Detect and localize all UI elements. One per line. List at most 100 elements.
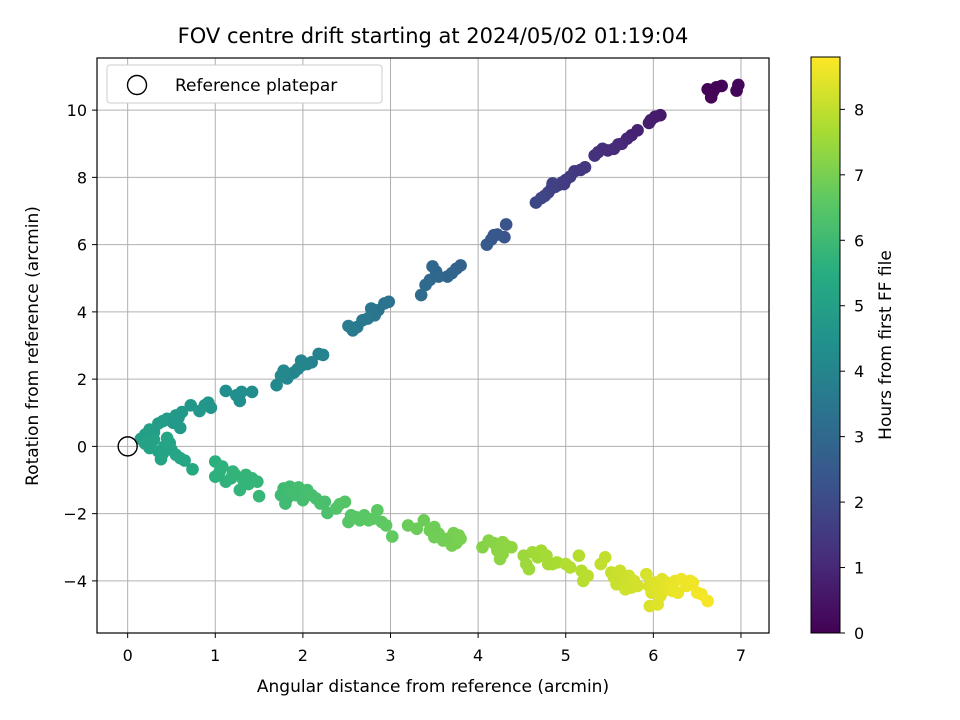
y-tick-label: −4 xyxy=(63,572,87,591)
data-point xyxy=(270,378,283,392)
y-tick-label: 6 xyxy=(77,236,87,255)
data-point xyxy=(417,514,431,527)
data-point xyxy=(505,540,518,554)
data-point xyxy=(156,447,170,461)
data-point xyxy=(279,497,292,510)
colorbar-ticks: 0 1 2 3 4 5 6 7 8 xyxy=(840,100,864,643)
y-tick-label: −2 xyxy=(63,505,87,524)
data-point xyxy=(581,569,594,583)
data-point xyxy=(219,384,233,398)
data-point xyxy=(588,149,601,162)
data-point xyxy=(312,347,325,361)
data-point xyxy=(410,522,424,536)
data-point xyxy=(215,460,229,473)
colorbar-tick-label: 2 xyxy=(854,493,864,512)
data-point xyxy=(338,495,352,509)
legend-box xyxy=(106,64,383,104)
y-tick-label: 2 xyxy=(77,370,87,389)
x-axis-ticks: 0 1 2 3 4 5 6 7 xyxy=(123,633,746,665)
colorbar-tick-label: 6 xyxy=(854,231,864,250)
legend-label: Reference platepar xyxy=(175,76,337,96)
data-point xyxy=(419,278,432,292)
y-tick-label: 8 xyxy=(77,168,87,187)
x-tick-label: 0 xyxy=(123,646,133,665)
data-point xyxy=(318,495,332,509)
data-point xyxy=(701,594,714,608)
data-point xyxy=(454,532,467,546)
colorbar-tick-label: 5 xyxy=(854,297,864,316)
data-point xyxy=(245,385,259,399)
x-tick-label: 4 xyxy=(473,646,483,665)
reference-marker-layer xyxy=(117,436,138,457)
legend-marker-icon xyxy=(126,74,148,96)
y-tick-label: 10 xyxy=(67,101,87,120)
x-tick-label: 2 xyxy=(298,646,308,665)
chart-title: FOV centre drift starting at 2024/05/02 … xyxy=(178,24,689,48)
colorbar-tick-label: 8 xyxy=(854,100,864,119)
data-point xyxy=(631,579,644,593)
data-point xyxy=(428,520,441,534)
data-point xyxy=(364,302,378,315)
data-point xyxy=(385,530,399,543)
y-axis-ticks: −4 −2 0 2 4 6 8 10 xyxy=(63,101,97,591)
data-point xyxy=(230,388,243,402)
colorbar xyxy=(810,56,841,634)
x-tick-label: 3 xyxy=(385,646,395,665)
legend: Reference platepar xyxy=(106,64,383,104)
colorbar-tick-label: 0 xyxy=(854,624,864,643)
data-point xyxy=(274,369,288,383)
x-tick-label: 6 xyxy=(648,646,658,665)
grid xyxy=(97,58,769,633)
data-point xyxy=(147,433,161,446)
data-point xyxy=(546,177,559,190)
data-point xyxy=(480,238,494,251)
data-point xyxy=(233,483,247,497)
data-points xyxy=(134,78,745,613)
data-point xyxy=(441,270,454,283)
plot-frame xyxy=(96,57,770,634)
colorbar-tick-label: 1 xyxy=(854,559,864,578)
data-point xyxy=(294,359,308,372)
data-point xyxy=(642,116,656,130)
colorbar-tick-label: 3 xyxy=(854,428,864,447)
data-point xyxy=(522,562,536,576)
data-point xyxy=(252,489,266,503)
colorbar-tick-label: 7 xyxy=(854,166,864,185)
data-point xyxy=(342,319,355,333)
reference-platepar-marker xyxy=(117,436,138,457)
data-point xyxy=(704,91,718,104)
data-point xyxy=(178,454,191,467)
data-point xyxy=(166,416,180,430)
x-tick-label: 1 xyxy=(210,646,220,665)
y-axis-label: Rotation from reference (arcmin) xyxy=(23,206,43,486)
data-point xyxy=(379,519,393,532)
data-point xyxy=(371,503,384,517)
data-point xyxy=(640,567,653,581)
y-tick-label: 4 xyxy=(77,303,87,322)
data-point xyxy=(496,547,509,561)
x-tick-label: 7 xyxy=(736,646,746,665)
data-point xyxy=(239,468,253,482)
data-point xyxy=(686,576,700,589)
data-point xyxy=(557,177,571,191)
data-point xyxy=(732,78,745,92)
x-axis-label: Angular distance from reference (arcmin) xyxy=(257,677,609,697)
data-point xyxy=(651,598,665,611)
data-point xyxy=(186,462,199,476)
data-point xyxy=(598,551,612,564)
x-tick-label: 5 xyxy=(561,646,571,665)
data-point xyxy=(414,288,428,302)
data-point xyxy=(529,196,543,209)
data-point xyxy=(563,561,577,574)
data-point xyxy=(572,549,586,562)
data-point xyxy=(184,399,198,412)
data-point xyxy=(710,80,723,94)
data-point xyxy=(251,475,264,488)
data-point xyxy=(499,218,513,231)
y-tick-label: 0 xyxy=(77,437,87,456)
colorbar-tick-label: 4 xyxy=(854,362,864,381)
colorbar-label: Hours from first FF file xyxy=(876,250,896,440)
data-point xyxy=(163,436,177,450)
data-point xyxy=(228,467,241,481)
